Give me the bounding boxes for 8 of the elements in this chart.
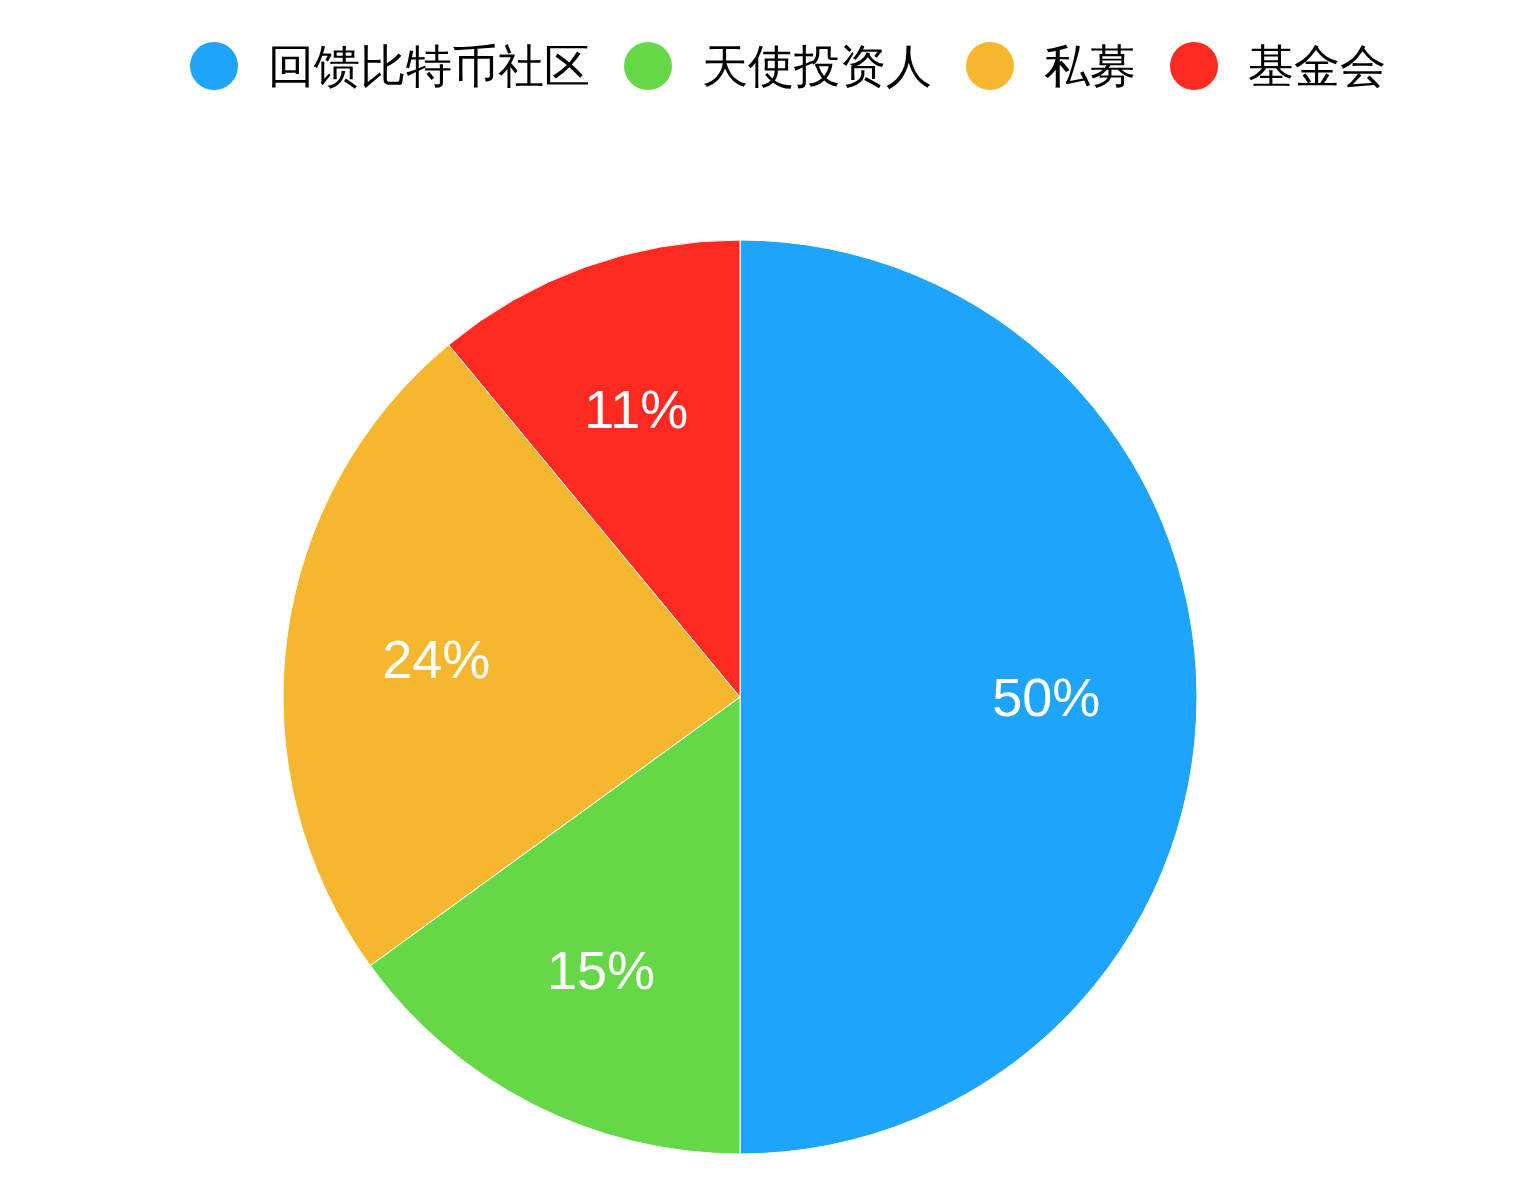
legend-label: 天使投资人 [702, 40, 932, 92]
legend-label: 私募 [1044, 40, 1136, 92]
legend-label: 回馈比特币社区 [268, 40, 590, 92]
data-label: 50% [992, 667, 1101, 727]
data-label: 24% [382, 628, 491, 689]
data-label: 11% [584, 378, 689, 439]
legend-label: 基金会 [1248, 40, 1386, 92]
data-label: 15% [546, 939, 656, 1000]
